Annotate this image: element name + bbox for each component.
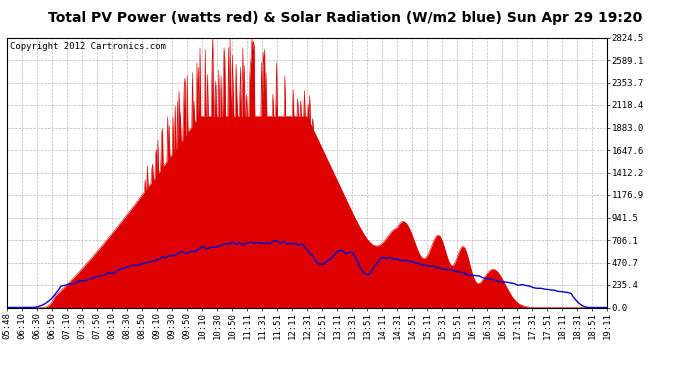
Text: Total PV Power (watts red) & Solar Radiation (W/m2 blue) Sun Apr 29 19:20: Total PV Power (watts red) & Solar Radia… bbox=[48, 11, 642, 25]
Text: Copyright 2012 Cartronics.com: Copyright 2012 Cartronics.com bbox=[10, 42, 166, 51]
